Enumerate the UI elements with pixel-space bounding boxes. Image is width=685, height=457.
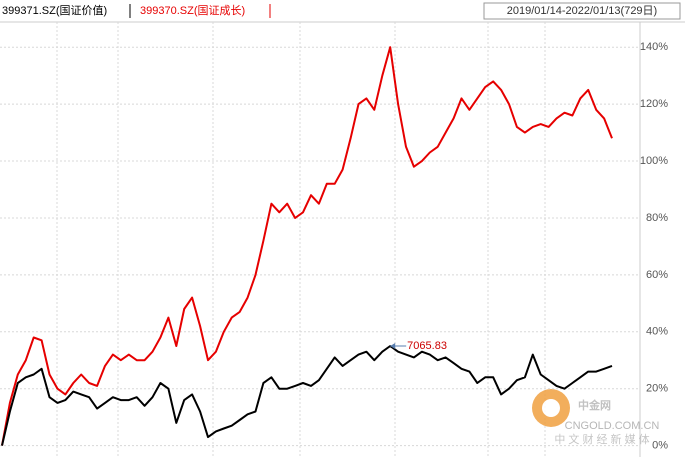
y-tick-label: 140% (640, 41, 668, 53)
y-tick-label: 100% (640, 155, 668, 167)
watermark-site: CNGOLD.COM.CN (565, 420, 660, 432)
y-tick-label: 40% (646, 326, 668, 338)
watermark-brand: 中金网 (578, 398, 611, 412)
y-tick-label: 20% (646, 383, 668, 395)
y-tick-label: 80% (646, 212, 668, 224)
y-tick-label: 60% (646, 269, 668, 281)
series-line (1, 46, 613, 446)
watermark-slogan: 中 文 财 经 新 媒 体 (554, 432, 649, 446)
date-range: 2019/01/14-2022/01/13(729日) (507, 5, 657, 17)
range-box (483, 2, 681, 20)
annotation-arrowhead (390, 343, 396, 350)
series-line (1, 345, 613, 446)
legend-value: 399371.SZ(国证价值) (2, 4, 107, 17)
y-tick-label: 0% (652, 440, 668, 452)
annotation-label: 7065.83 (407, 340, 447, 352)
y-tick-label: 120% (640, 98, 668, 110)
logo-inner (542, 399, 560, 417)
legend-growth: 399370.SZ(国证成长) (140, 4, 245, 17)
vertical-grid (56, 22, 546, 457)
watermark: 中金网 CNGOLD.COM.CN 中 文 财 经 新 媒 体 (532, 389, 659, 446)
